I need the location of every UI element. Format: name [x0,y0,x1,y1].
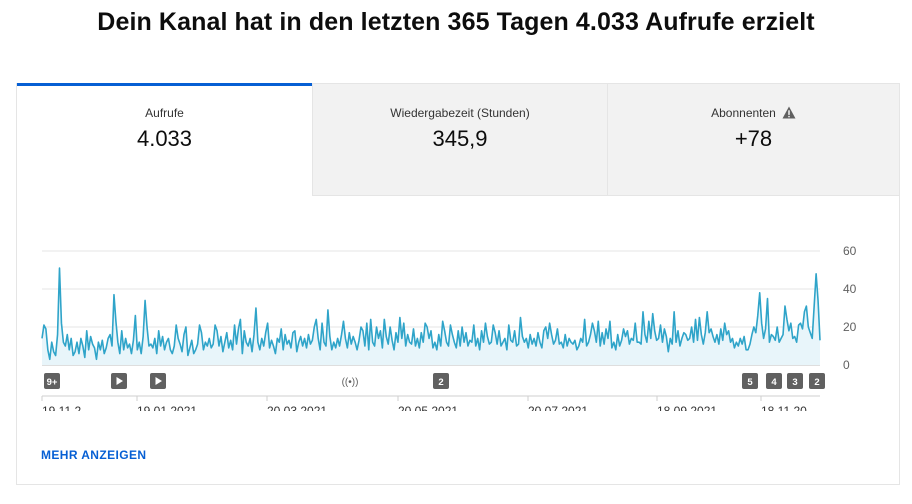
x-tick-label: 18.11.20... [761,404,817,411]
video-count-marker[interactable]: 2 [809,373,825,389]
live-icon: ((•)) [342,377,359,388]
analytics-card: Aufrufe 4.033 Wiedergabezeit (Stunden) 3… [16,83,900,485]
metric-tabs: Aufrufe 4.033 Wiedergabezeit (Stunden) 3… [17,83,899,196]
marker-count-label: 2 [438,377,443,388]
marker-box [44,373,60,389]
x-tick-label: 18.09.2021 [657,404,717,411]
tab-views-label: Aufrufe [145,106,184,120]
video-count-marker[interactable]: 3 [787,373,803,389]
video-count-marker[interactable]: 9+ [44,373,60,389]
x-tick-label: 20.05.2021 [398,404,458,411]
tab-subscribers-value: +78 [734,126,773,151]
marker-box [809,373,825,389]
views-area-fill [42,268,820,365]
show-more-link[interactable]: MEHR ANZEIGEN [41,448,147,462]
play-marker[interactable] [111,373,127,389]
marker-count-label: 5 [747,377,753,388]
x-tick-label: 19.01.2021 [137,404,197,411]
marker-box [742,373,758,389]
play-marker[interactable] [150,373,166,389]
y-tick-label: 0 [843,358,850,372]
marker-count-label: 2 [814,377,819,388]
video-count-marker[interactable]: 2 [433,373,449,389]
tab-watch-time-label: Wiedergabezeit (Stunden) [390,106,530,120]
views-chart-svg: 0 20 40 60 9+ ((•)) 2 5 4 3 2 19.11.2... 19.01.2021 2… [41,244,857,418]
tab-watch-time-value: 345,9 [432,126,488,151]
play-icon [116,377,123,385]
tab-subscribers-label-row: Abonnenten [608,106,899,122]
play-icon [155,377,162,385]
tab-subscribers-label: Abonnenten [711,106,776,120]
x-tick-label: 19.11.2... [42,404,91,411]
views-chart: 0 20 40 60 9+ ((•)) 2 5 4 3 2 19.11.2... 19.01.2021 2… [17,196,899,418]
marker-box [787,373,803,389]
live-marker[interactable]: ((•)) [342,377,359,388]
tab-views[interactable]: Aufrufe 4.033 [17,83,312,196]
tab-watch-time[interactable]: Wiedergabezeit (Stunden) 345,9 [312,84,607,196]
y-tick-label: 60 [843,244,857,258]
marker-count-label: 4 [771,377,777,388]
views-series-line [41,267,821,361]
marker-count-label: 9+ [47,377,58,388]
x-tick-label: 20.07.2021 [528,404,588,411]
warning-icon[interactable] [782,106,796,122]
page-title: Dein Kanal hat in den letzten 365 Tagen … [97,8,815,36]
video-count-marker[interactable]: 4 [766,373,782,389]
video-count-marker[interactable]: 5 [742,373,758,389]
tab-views-value: 4.033 [136,126,193,151]
y-tick-label: 20 [843,320,857,334]
y-tick-label: 40 [843,282,857,296]
marker-box [433,373,449,389]
tab-subscribers[interactable]: Abonnenten +78 [607,84,899,196]
x-tick-label: 20.03.2021 [267,404,327,411]
marker-box [766,373,782,389]
marker-count-label: 3 [792,377,797,388]
